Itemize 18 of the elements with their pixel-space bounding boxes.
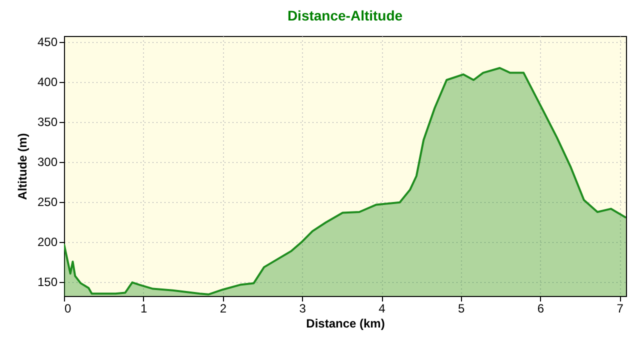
x-tick-label: 5 <box>458 302 466 316</box>
x-tick-label: 3 <box>299 302 306 316</box>
y-tick-label: 150 <box>37 275 58 290</box>
y-axis-title: Altitude (m) <box>15 133 30 200</box>
y-tick-label: 200 <box>37 235 58 250</box>
x-tick-label: 7 <box>616 302 624 316</box>
y-tick-label: 350 <box>37 115 58 130</box>
y-tick-label: 250 <box>37 195 58 210</box>
x-tick-label: 1 <box>140 302 148 316</box>
chart-title: Distance-Altitude <box>287 8 403 24</box>
x-axis-title: Distance (km) <box>306 316 385 330</box>
y-tick-label: 450 <box>37 35 58 50</box>
x-tick-label: 0 <box>64 302 72 316</box>
x-tick-label: 4 <box>378 302 386 316</box>
x-tick-label: 6 <box>537 302 544 316</box>
y-tick-label: 300 <box>37 155 58 170</box>
y-tick-label: 400 <box>37 75 58 90</box>
x-tick-label: 2 <box>220 302 227 316</box>
